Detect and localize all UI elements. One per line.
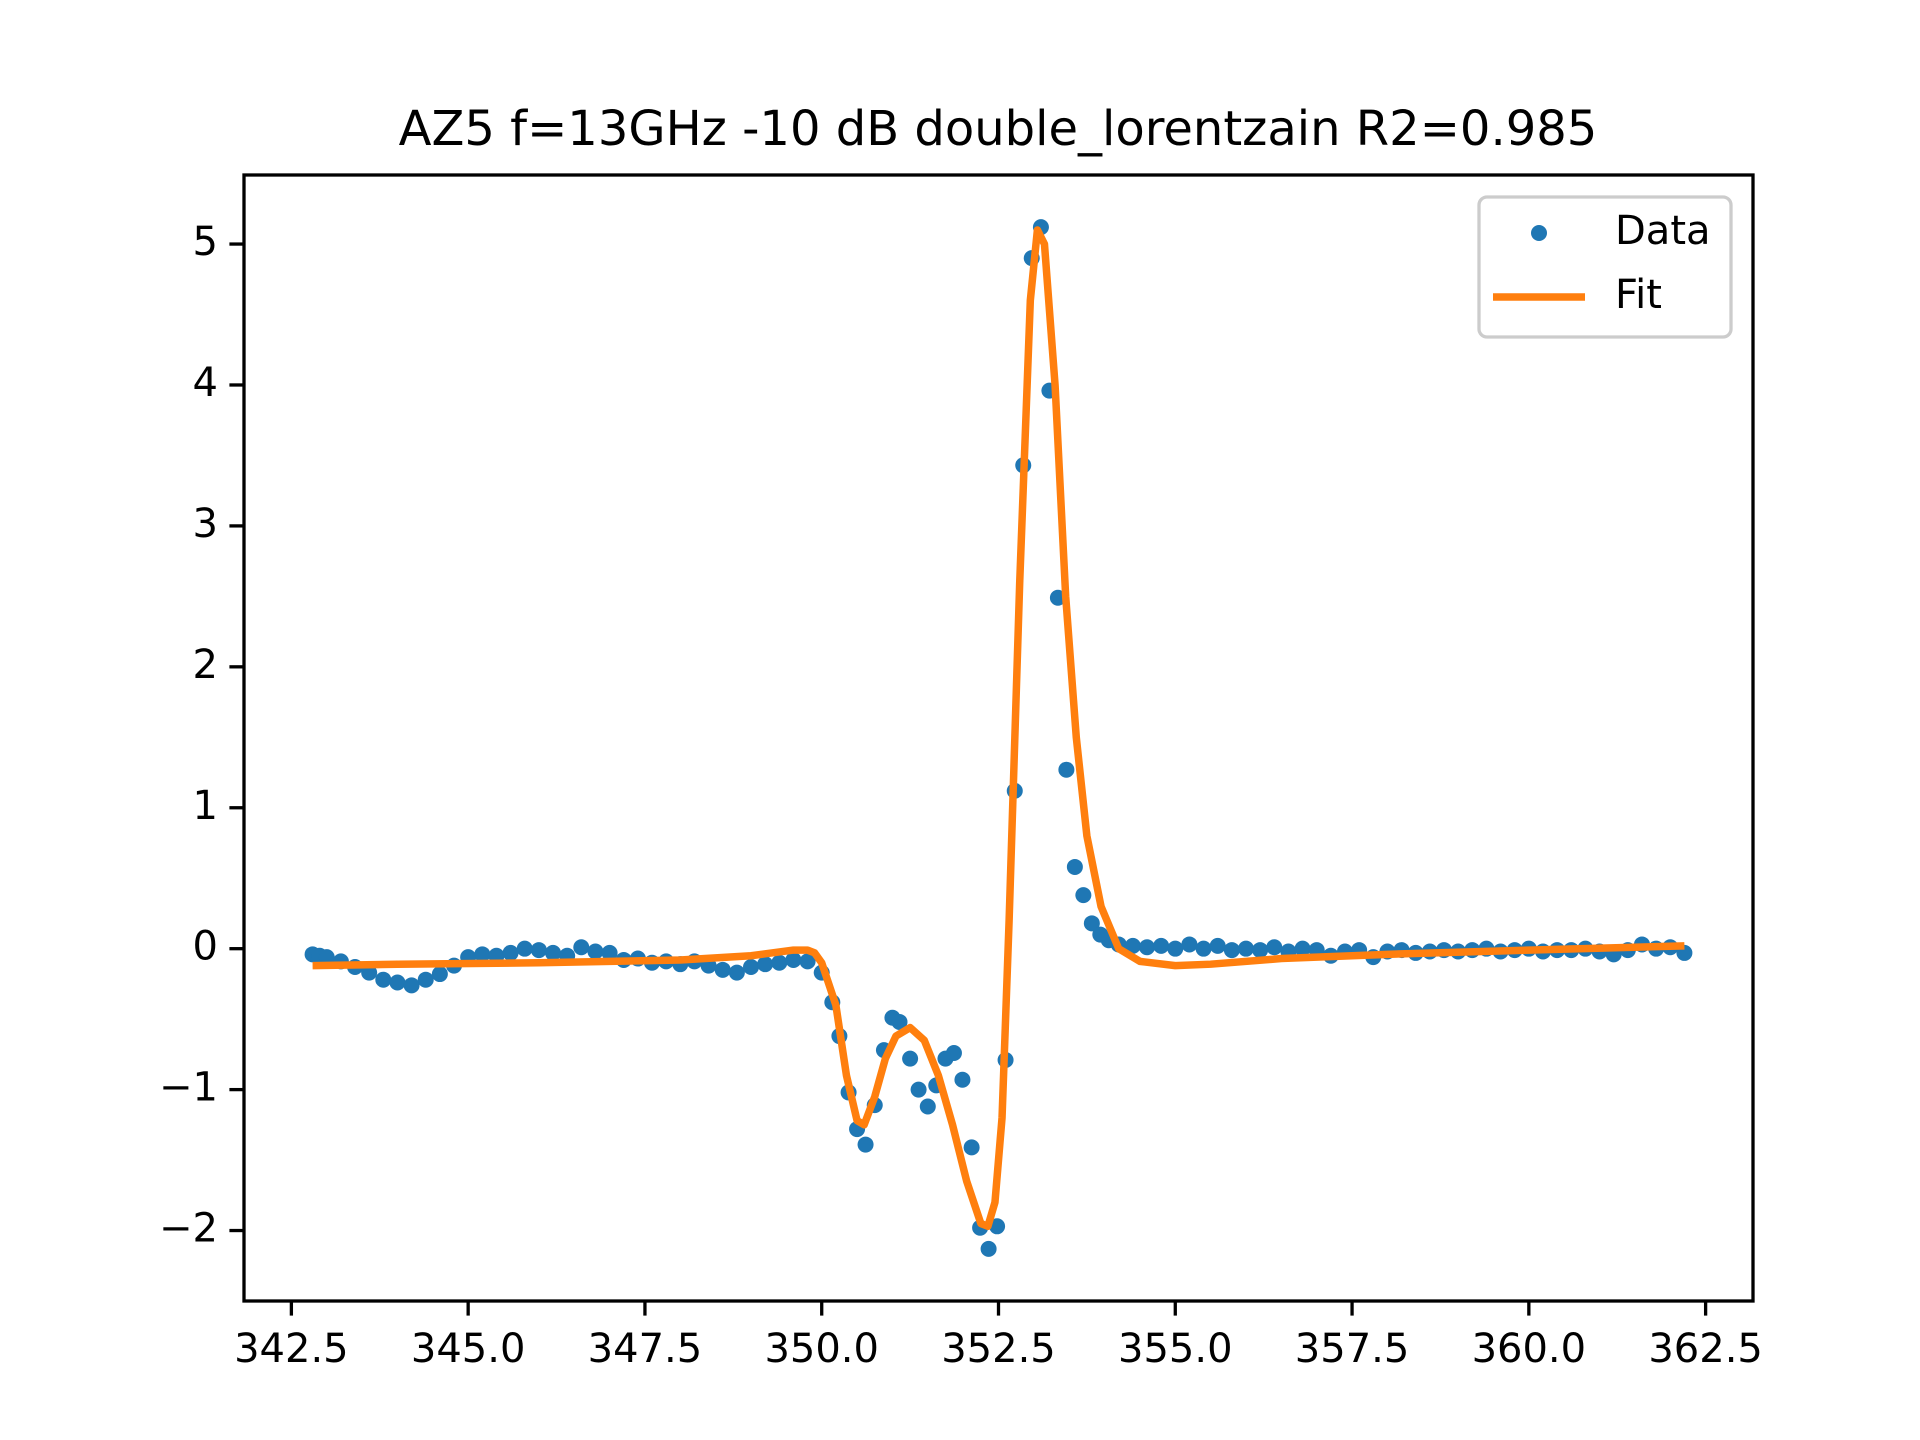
- data-point: [1252, 942, 1269, 959]
- data-point: [1066, 858, 1083, 875]
- data-point: [516, 940, 533, 957]
- data-point: [587, 943, 604, 960]
- data-point: [785, 951, 802, 968]
- y-tick-label: 0: [193, 924, 218, 970]
- legend-label: Data: [1615, 208, 1711, 254]
- data-point: [1138, 939, 1155, 956]
- data-point: [1124, 937, 1141, 954]
- axes-frame: [242, 173, 1755, 1303]
- x-tick-label: 347.5: [588, 1326, 703, 1372]
- data-point: [714, 961, 731, 978]
- data-point: [1237, 940, 1254, 957]
- data-point: [1209, 937, 1226, 954]
- data-point: [771, 954, 788, 971]
- y-tick-label: 4: [193, 360, 218, 406]
- y-tick-label: −2: [159, 1206, 218, 1252]
- data-point: [989, 1218, 1006, 1235]
- data-point: [891, 1013, 908, 1030]
- data-point: [530, 942, 547, 959]
- data-point: [919, 1098, 936, 1115]
- data-point: [1083, 915, 1100, 932]
- x-tick-label: 362.5: [1648, 1326, 1763, 1372]
- data-point: [902, 1050, 919, 1067]
- data-point: [910, 1081, 927, 1098]
- data-point: [1181, 936, 1198, 953]
- data-point: [1223, 942, 1240, 959]
- data-point: [945, 1044, 962, 1061]
- y-tick-label: 3: [193, 501, 218, 547]
- data-point: [573, 939, 590, 956]
- data-point: [375, 971, 392, 988]
- data-point: [1266, 939, 1283, 956]
- data-point: [1058, 761, 1075, 778]
- y-tick-label: 5: [193, 219, 218, 265]
- data-point: [403, 977, 420, 994]
- data-point: [431, 966, 448, 983]
- legend-marker: [1531, 225, 1547, 241]
- data-point: [954, 1071, 971, 1088]
- x-tick-label: 350.0: [764, 1326, 879, 1372]
- x-tick-label: 355.0: [1118, 1326, 1233, 1372]
- data-point: [757, 956, 774, 973]
- data-point: [799, 953, 816, 970]
- data-point: [1153, 937, 1170, 954]
- data-point: [474, 946, 491, 963]
- legend-label: Fit: [1615, 272, 1662, 318]
- data-point: [728, 964, 745, 981]
- fit-line: [312, 226, 1685, 1231]
- data-point: [545, 944, 562, 961]
- data-point: [318, 949, 335, 966]
- data-point: [417, 971, 434, 988]
- data-point: [963, 1139, 980, 1156]
- y-tick-label: −1: [159, 1065, 218, 1111]
- data-point: [389, 974, 406, 991]
- data-point: [502, 944, 519, 961]
- chart-title: AZ5 f=13GHz -10 dB double_lorentzain R2=…: [399, 101, 1598, 157]
- data-point: [361, 964, 378, 981]
- data-point: [1167, 940, 1184, 957]
- x-tick-label: 352.5: [941, 1326, 1056, 1372]
- x-tick-label: 360.0: [1472, 1326, 1587, 1372]
- data-point: [857, 1136, 874, 1153]
- x-tick-label: 342.5: [234, 1326, 349, 1372]
- x-tick-label: 345.0: [411, 1326, 526, 1372]
- data-point: [1195, 940, 1212, 957]
- data-point: [743, 959, 760, 976]
- data-point: [980, 1240, 997, 1257]
- y-tick-label: 2: [193, 642, 218, 688]
- data-point: [1075, 887, 1092, 904]
- x-tick-label: 357.5: [1295, 1326, 1410, 1372]
- data-point: [1294, 940, 1311, 957]
- data-point: [601, 944, 618, 961]
- y-tick-label: 1: [193, 783, 218, 829]
